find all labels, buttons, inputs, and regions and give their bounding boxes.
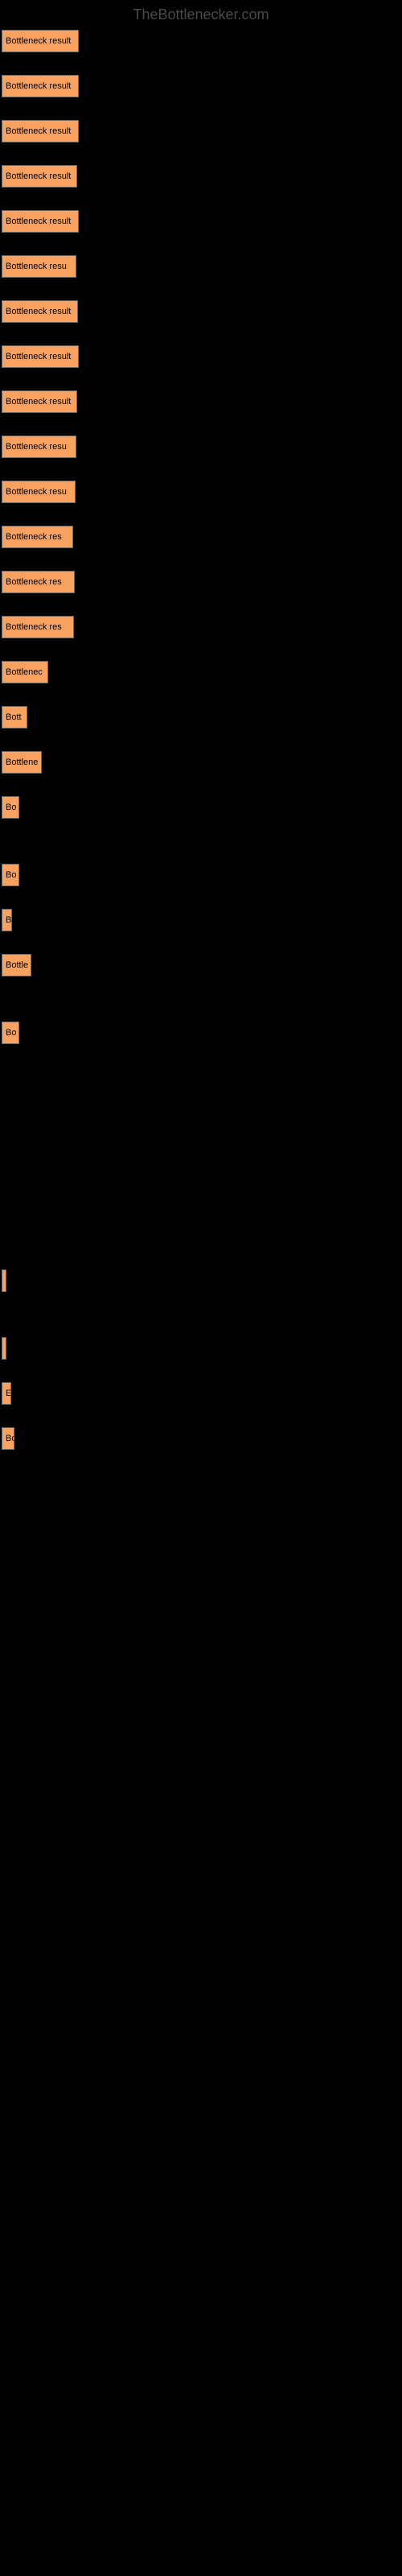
bar-label: Bo	[6, 1028, 16, 1038]
bar: Bo	[2, 796, 19, 819]
bar-label: Bottlenec	[6, 667, 43, 677]
bar-label: Bottlene	[6, 758, 38, 767]
bar-label: Bottleneck result	[6, 397, 71, 407]
bar-label: Bottleneck result	[6, 307, 71, 316]
bar-label: Bottle	[6, 960, 28, 970]
bar: Bottleneck resu	[2, 255, 76, 278]
bar-row: Bottleneck result	[2, 210, 402, 233]
bar: Bottleneck resu	[2, 481, 76, 503]
bar-row: Bottleneck result	[2, 120, 402, 142]
bar-row: Bottleneck resu	[2, 481, 402, 503]
bar-label: Bottleneck result	[6, 217, 71, 226]
bar-row: B	[2, 909, 402, 931]
bar: Bottlene	[2, 751, 42, 774]
bar-row: Bottleneck res	[2, 616, 402, 638]
bar-row: Bottleneck resu	[2, 255, 402, 278]
bar: Bottleneck result	[2, 300, 78, 323]
bar: Bottlenec	[2, 661, 48, 683]
bar-label: B	[6, 915, 11, 925]
bar-row: Bottleneck result	[2, 390, 402, 413]
bar-label: Bottleneck res	[6, 577, 62, 587]
bar-row: Bo	[2, 1427, 402, 1450]
bar-row: Bottleneck result	[2, 345, 402, 368]
bar: Bottleneck res	[2, 616, 74, 638]
bar-row: Bottleneck result	[2, 300, 402, 323]
bar: B	[2, 909, 12, 931]
bar-label: Bottleneck resu	[6, 487, 67, 497]
bar: Bo	[2, 1427, 14, 1450]
bar-row: Bo	[2, 796, 402, 819]
bar-row	[2, 1337, 402, 1360]
bar: Bottleneck result	[2, 120, 79, 142]
bar: Bottleneck result	[2, 390, 77, 413]
bar-row: Bo	[2, 1022, 402, 1044]
bar-row	[2, 1269, 402, 1292]
chart-container: Bottleneck result Bottleneck result Bottle…	[0, 30, 402, 1450]
bar: Bottleneck result	[2, 30, 79, 52]
bar-row: Bo	[2, 864, 402, 886]
watermark-text: TheBottlenecker.com	[0, 0, 402, 30]
bar-row: Bottleneck result	[2, 75, 402, 97]
bar: Bottle	[2, 954, 31, 976]
bar-label: Bo	[6, 1434, 14, 1443]
bar-label: Bottleneck result	[6, 352, 71, 361]
bar: Bottleneck result	[2, 165, 77, 188]
bar-row: Bottleneck result	[2, 165, 402, 188]
bar: Bottleneck res	[2, 526, 73, 548]
bar-label: Bottleneck resu	[6, 442, 67, 452]
bar-label: E	[6, 1389, 11, 1398]
bar	[2, 1337, 6, 1360]
bar-label: Bottleneck result	[6, 171, 71, 181]
bar-label: Bott	[6, 712, 22, 722]
bar: Bottleneck resu	[2, 436, 76, 458]
bar-row: Bottleneck result	[2, 30, 402, 52]
bar-row: Bott	[2, 706, 402, 729]
bar-label: Bottleneck resu	[6, 262, 67, 271]
bar-label: Bottleneck result	[6, 126, 71, 136]
bar-label: Bottleneck res	[6, 622, 62, 632]
bar: Bo	[2, 1022, 19, 1044]
bar-row: Bottle	[2, 954, 402, 976]
bar: Bottleneck result	[2, 210, 79, 233]
bar-row: E	[2, 1382, 402, 1405]
bar-label: Bottleneck res	[6, 532, 62, 542]
bar: E	[2, 1382, 11, 1405]
bar-row: Bottlene	[2, 751, 402, 774]
bar: Bottleneck result	[2, 75, 79, 97]
bar: Bott	[2, 706, 27, 729]
bar-label: Bottleneck result	[6, 81, 71, 91]
bar	[2, 1269, 6, 1292]
bar: Bottleneck res	[2, 571, 75, 593]
bar-row: Bottleneck res	[2, 571, 402, 593]
bar-label: Bo	[6, 803, 16, 812]
bar-row: Bottleneck res	[2, 526, 402, 548]
bar-label: Bo	[6, 870, 16, 880]
bar-label: Bottleneck result	[6, 36, 71, 46]
bar-row: Bottlenec	[2, 661, 402, 683]
bar: Bo	[2, 864, 19, 886]
bar-row: Bottleneck resu	[2, 436, 402, 458]
bar: Bottleneck result	[2, 345, 79, 368]
